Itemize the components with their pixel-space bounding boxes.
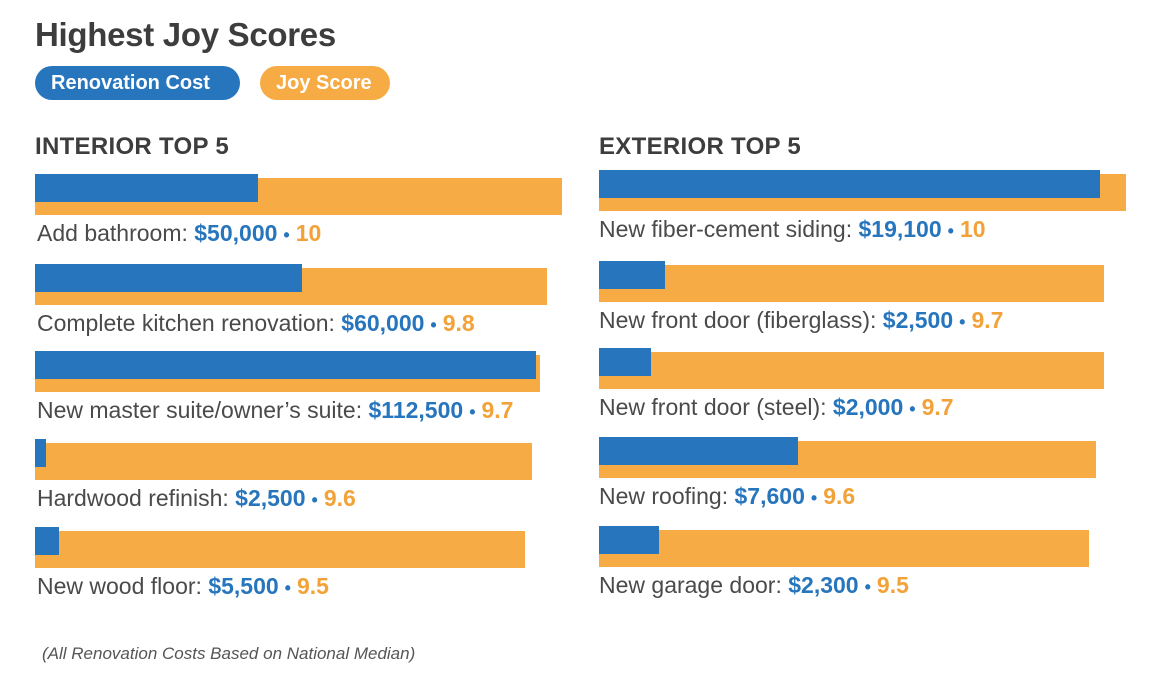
cost-value-label: $5,500 (208, 573, 279, 599)
renovation-cost-bar (35, 527, 60, 555)
separator-dot: • (311, 490, 318, 510)
separator-dot: • (947, 221, 954, 241)
bar-label: New front door (fiberglass): $2,500 • 9.7 (599, 307, 1003, 334)
renovation-cost-bar (599, 437, 799, 465)
category-label: New front door (steel): (599, 394, 833, 420)
bar-label: New wood floor: $5,500 • 9.5 (37, 573, 329, 600)
category-label: Add bathroom: (37, 220, 195, 246)
bar-label: New garage door: $2,300 • 9.5 (599, 572, 909, 599)
joy-score-value-label: 9.7 (971, 307, 1004, 333)
cost-value-label: $2,000 (832, 394, 904, 420)
cost-value-label: $60,000 (341, 310, 425, 336)
joy-score-value-label: 9.7 (921, 394, 954, 420)
category-label: New roofing: (599, 483, 735, 509)
renovation-cost-bar (35, 351, 536, 379)
joy-score-bar (599, 352, 1104, 389)
category-label: New master suite/owner’s suite: (37, 397, 369, 423)
chart-title: Highest Joy Scores (35, 16, 336, 53)
exterior-section-title: EXTERIOR TOP 5 (599, 133, 802, 160)
joy-score-bar (35, 531, 526, 568)
cost-value-label: $2,500 (235, 485, 306, 511)
joy-score-value-label: 9.6 (823, 483, 856, 509)
separator-dot: • (810, 488, 818, 508)
interior-section-title: INTERIOR TOP 5 (35, 133, 230, 160)
separator-dot: • (469, 402, 476, 422)
cost-value-label: $2,300 (788, 572, 859, 598)
bar-label: Complete kitchen renovation: $60,000 • 9.8 (37, 310, 475, 337)
separator-dot: • (959, 312, 966, 332)
renovation-cost-bar (35, 439, 47, 467)
category-label: Complete kitchen renovation: (37, 310, 342, 336)
renovation-cost-bar (35, 174, 258, 202)
joy-score-value-label: 10 (295, 220, 322, 246)
separator-dot: • (430, 315, 437, 335)
category-label: Hardwood refinish: (37, 485, 236, 511)
joy-score-value-label: 9.7 (481, 397, 514, 423)
cost-value-label: $7,600 (734, 483, 805, 509)
legend-joy-score: Joy Score (260, 66, 390, 100)
category-label: New front door (fiberglass): (599, 307, 883, 333)
cost-value-label: $50,000 (194, 220, 278, 246)
joy-score-bar (599, 530, 1090, 567)
renovation-cost-bar (599, 261, 665, 289)
bar-label: New front door (steel): $2,000 • 9.7 (599, 394, 954, 421)
category-label: New garage door: (599, 572, 789, 598)
joy-score-bar (599, 265, 1104, 302)
cost-value-label: $2,500 (882, 307, 954, 333)
separator-dot: • (864, 577, 871, 597)
joy-score-value-label: 9.5 (296, 573, 329, 599)
separator-dot: • (909, 399, 916, 419)
footnote: (All Renovation Costs Based on National … (42, 644, 416, 663)
renovation-cost-bar (35, 264, 302, 292)
renovation-cost-bar (599, 526, 660, 554)
category-label: New wood floor: (37, 573, 209, 599)
joy-score-bar (35, 443, 533, 480)
cost-value-label: $112,500 (368, 397, 464, 423)
joy-score-value-label: 9.5 (876, 572, 909, 598)
bar-label: New master suite/owner’s suite: $112,500… (37, 397, 513, 424)
renovation-cost-bar (599, 170, 1100, 198)
joy-score-value-label: 9.8 (442, 310, 475, 336)
renovation-cost-bar (599, 348, 652, 376)
bar-label: Hardwood refinish: $2,500 • 9.6 (37, 485, 356, 512)
separator-dot: • (284, 578, 291, 598)
bar-label: New fiber-cement siding: $19,100 • 10 (599, 216, 986, 243)
bar-label: Add bathroom: $50,000 • 10 (37, 220, 321, 247)
legend-renovation-cost: Renovation Cost (35, 66, 240, 100)
separator-dot: • (283, 225, 290, 245)
bar-label: New roofing: $7,600 • 9.6 (599, 483, 855, 510)
joy-score-value-label: 10 (959, 216, 986, 242)
category-label: New fiber-cement siding: (599, 216, 859, 242)
joy-score-value-label: 9.6 (323, 485, 356, 511)
cost-value-label: $19,100 (858, 216, 942, 242)
